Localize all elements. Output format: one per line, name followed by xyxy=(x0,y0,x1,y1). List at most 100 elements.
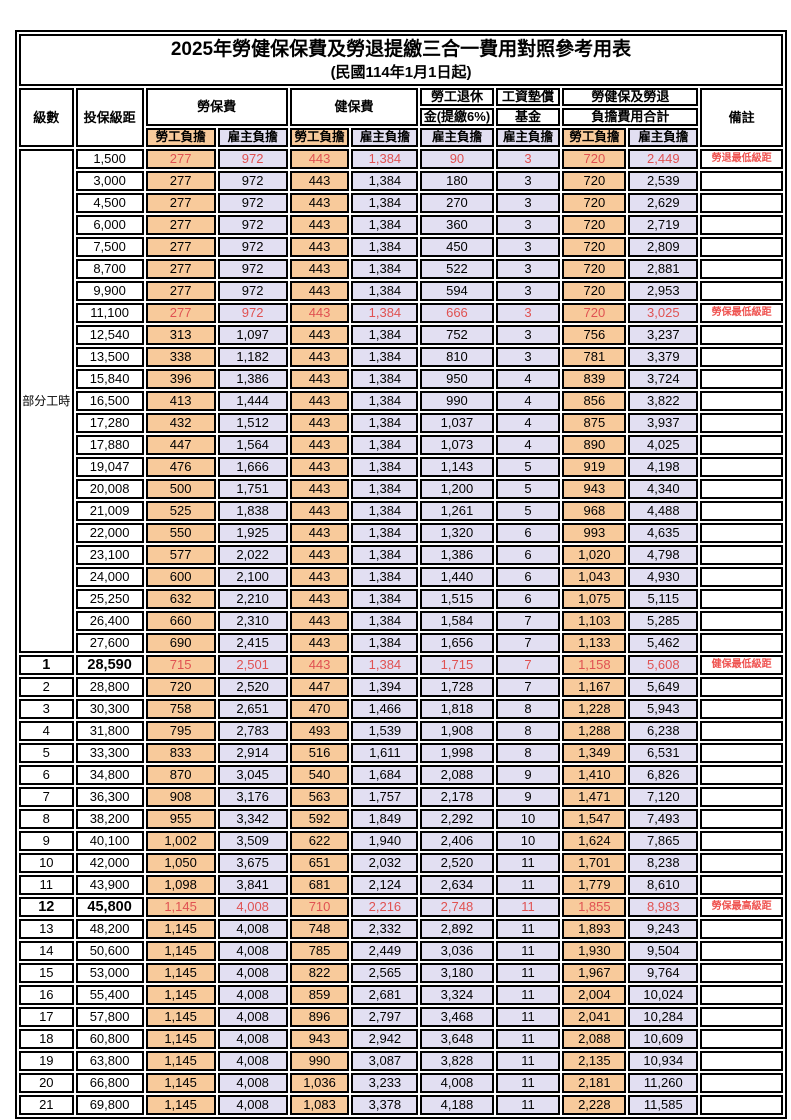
cell-value: 1,145 xyxy=(145,985,216,1005)
cell-value: 277 xyxy=(145,171,216,191)
cell-remark xyxy=(700,413,783,433)
cell-value: 622 xyxy=(289,831,350,851)
cell-value: 4,930 xyxy=(628,567,699,587)
cell-value: 2,953 xyxy=(628,281,699,301)
cell-value: 5,285 xyxy=(628,611,699,631)
cell-value: 4,008 xyxy=(217,1029,288,1049)
cell-value: 1,384 xyxy=(351,237,419,257)
cell-value: 3 xyxy=(495,171,561,191)
cell-bracket: 23,100 xyxy=(75,545,144,565)
cell-value: 3,176 xyxy=(217,787,288,807)
cell-remark xyxy=(700,1029,783,1049)
cell-level: 3 xyxy=(19,699,74,719)
cell-bracket: 9,900 xyxy=(75,281,144,301)
cell-value: 3,036 xyxy=(420,941,494,961)
cell-value: 943 xyxy=(289,1029,350,1049)
cell-value: 432 xyxy=(145,413,216,433)
cell-bracket: 42,000 xyxy=(75,853,144,873)
cell-value: 4,025 xyxy=(628,435,699,455)
cell-value: 522 xyxy=(420,259,494,279)
cell-value: 443 xyxy=(289,303,350,323)
cell-value: 3,378 xyxy=(351,1095,419,1115)
table-row: 2 28,800 720 2,520 447 1,394 1,728 7 1,167 5,649 xyxy=(19,677,783,697)
cell-level: 16 xyxy=(19,985,74,1005)
cell-value: 5 xyxy=(495,479,561,499)
cell-value: 1,547 xyxy=(562,809,627,829)
cell-value: 8,983 xyxy=(628,897,699,917)
cell-bracket: 3,000 xyxy=(75,171,144,191)
cell-level: 8 xyxy=(19,809,74,829)
table-row: 9,900 277 972 443 1,384 594 3 720 2,953 xyxy=(19,281,783,301)
cell-value: 1,384 xyxy=(351,545,419,565)
cell-value: 1,145 xyxy=(145,941,216,961)
subheader-health-employer: 雇主負擔 xyxy=(351,128,419,147)
cell-bracket: 19,047 xyxy=(75,457,144,477)
cell-bracket: 31,800 xyxy=(75,721,144,741)
table-row: 17,280 432 1,512 443 1,384 1,037 4 875 3,937 xyxy=(19,413,783,433)
table-row: 14 50,600 1,145 4,008 785 2,449 3,036 11 1,930 9,… xyxy=(19,941,783,961)
cell-value: 4,008 xyxy=(217,941,288,961)
cell-remark xyxy=(700,237,783,257)
cell-value: 2,088 xyxy=(420,765,494,785)
cell-value: 4,008 xyxy=(420,1073,494,1093)
cell-value: 8 xyxy=(495,743,561,763)
cell-value: 1,386 xyxy=(420,545,494,565)
cell-value: 720 xyxy=(562,149,627,169)
cell-bracket: 55,400 xyxy=(75,985,144,1005)
table-row: 24,000 600 2,100 443 1,384 1,440 6 1,043 4,930 xyxy=(19,567,783,587)
cell-bracket: 17,880 xyxy=(75,435,144,455)
cell-remark xyxy=(700,743,783,763)
cell-value: 5,462 xyxy=(628,633,699,653)
cell-value: 1,043 xyxy=(562,567,627,587)
cell-level: 18 xyxy=(19,1029,74,1049)
cell-value: 2,004 xyxy=(562,985,627,1005)
cell-value: 8,610 xyxy=(628,875,699,895)
cell-value: 1,466 xyxy=(351,699,419,719)
cell-value: 2,719 xyxy=(628,215,699,235)
cell-remark xyxy=(700,369,783,389)
cell-value: 859 xyxy=(289,985,350,1005)
cell-value: 1,384 xyxy=(351,347,419,367)
cell-value: 443 xyxy=(289,149,350,169)
cell-remark xyxy=(700,1073,783,1093)
cell-bracket: 6,000 xyxy=(75,215,144,235)
cell-level: 12 xyxy=(19,897,74,917)
cell-remark xyxy=(700,963,783,983)
cell-value: 540 xyxy=(289,765,350,785)
cell-value: 1,098 xyxy=(145,875,216,895)
cell-value: 1,410 xyxy=(562,765,627,785)
cell-value: 1,145 xyxy=(145,897,216,917)
cell-remark: 勞保最低級距 xyxy=(700,303,783,323)
cell-value: 5 xyxy=(495,457,561,477)
cell-value: 822 xyxy=(289,963,350,983)
cell-remark xyxy=(700,501,783,521)
cell-remark xyxy=(700,435,783,455)
cell-value: 4 xyxy=(495,413,561,433)
cell-value: 1,143 xyxy=(420,457,494,477)
cell-value: 3,509 xyxy=(217,831,288,851)
cell-value: 493 xyxy=(289,721,350,741)
cell-value: 1,261 xyxy=(420,501,494,521)
cell-value: 1,386 xyxy=(217,369,288,389)
cell-value: 180 xyxy=(420,171,494,191)
table-subtitle: (民國114年1月1日起) xyxy=(330,64,472,81)
cell-value: 10 xyxy=(495,831,561,851)
cell-remark xyxy=(700,215,783,235)
cell-value: 313 xyxy=(145,325,216,345)
subheader-labor-employer: 雇主負擔 xyxy=(217,128,288,147)
cell-bracket: 12,540 xyxy=(75,325,144,345)
cell-bracket: 1,500 xyxy=(75,149,144,169)
cell-value: 651 xyxy=(289,853,350,873)
col-header-pension-line2: 金(提繳6%) xyxy=(420,108,494,126)
cell-value: 2,210 xyxy=(217,589,288,609)
cell-value: 1,384 xyxy=(351,567,419,587)
cell-value: 3,324 xyxy=(420,985,494,1005)
cell-value: 5 xyxy=(495,501,561,521)
cell-value: 1,200 xyxy=(420,479,494,499)
cell-level: 13 xyxy=(19,919,74,939)
cell-value: 7,493 xyxy=(628,809,699,829)
cell-bracket: 53,000 xyxy=(75,963,144,983)
table-row: 8 38,200 955 3,342 592 1,849 2,292 10 1,547 7,493 xyxy=(19,809,783,829)
cell-level: 2 xyxy=(19,677,74,697)
cell-bracket: 16,500 xyxy=(75,391,144,411)
